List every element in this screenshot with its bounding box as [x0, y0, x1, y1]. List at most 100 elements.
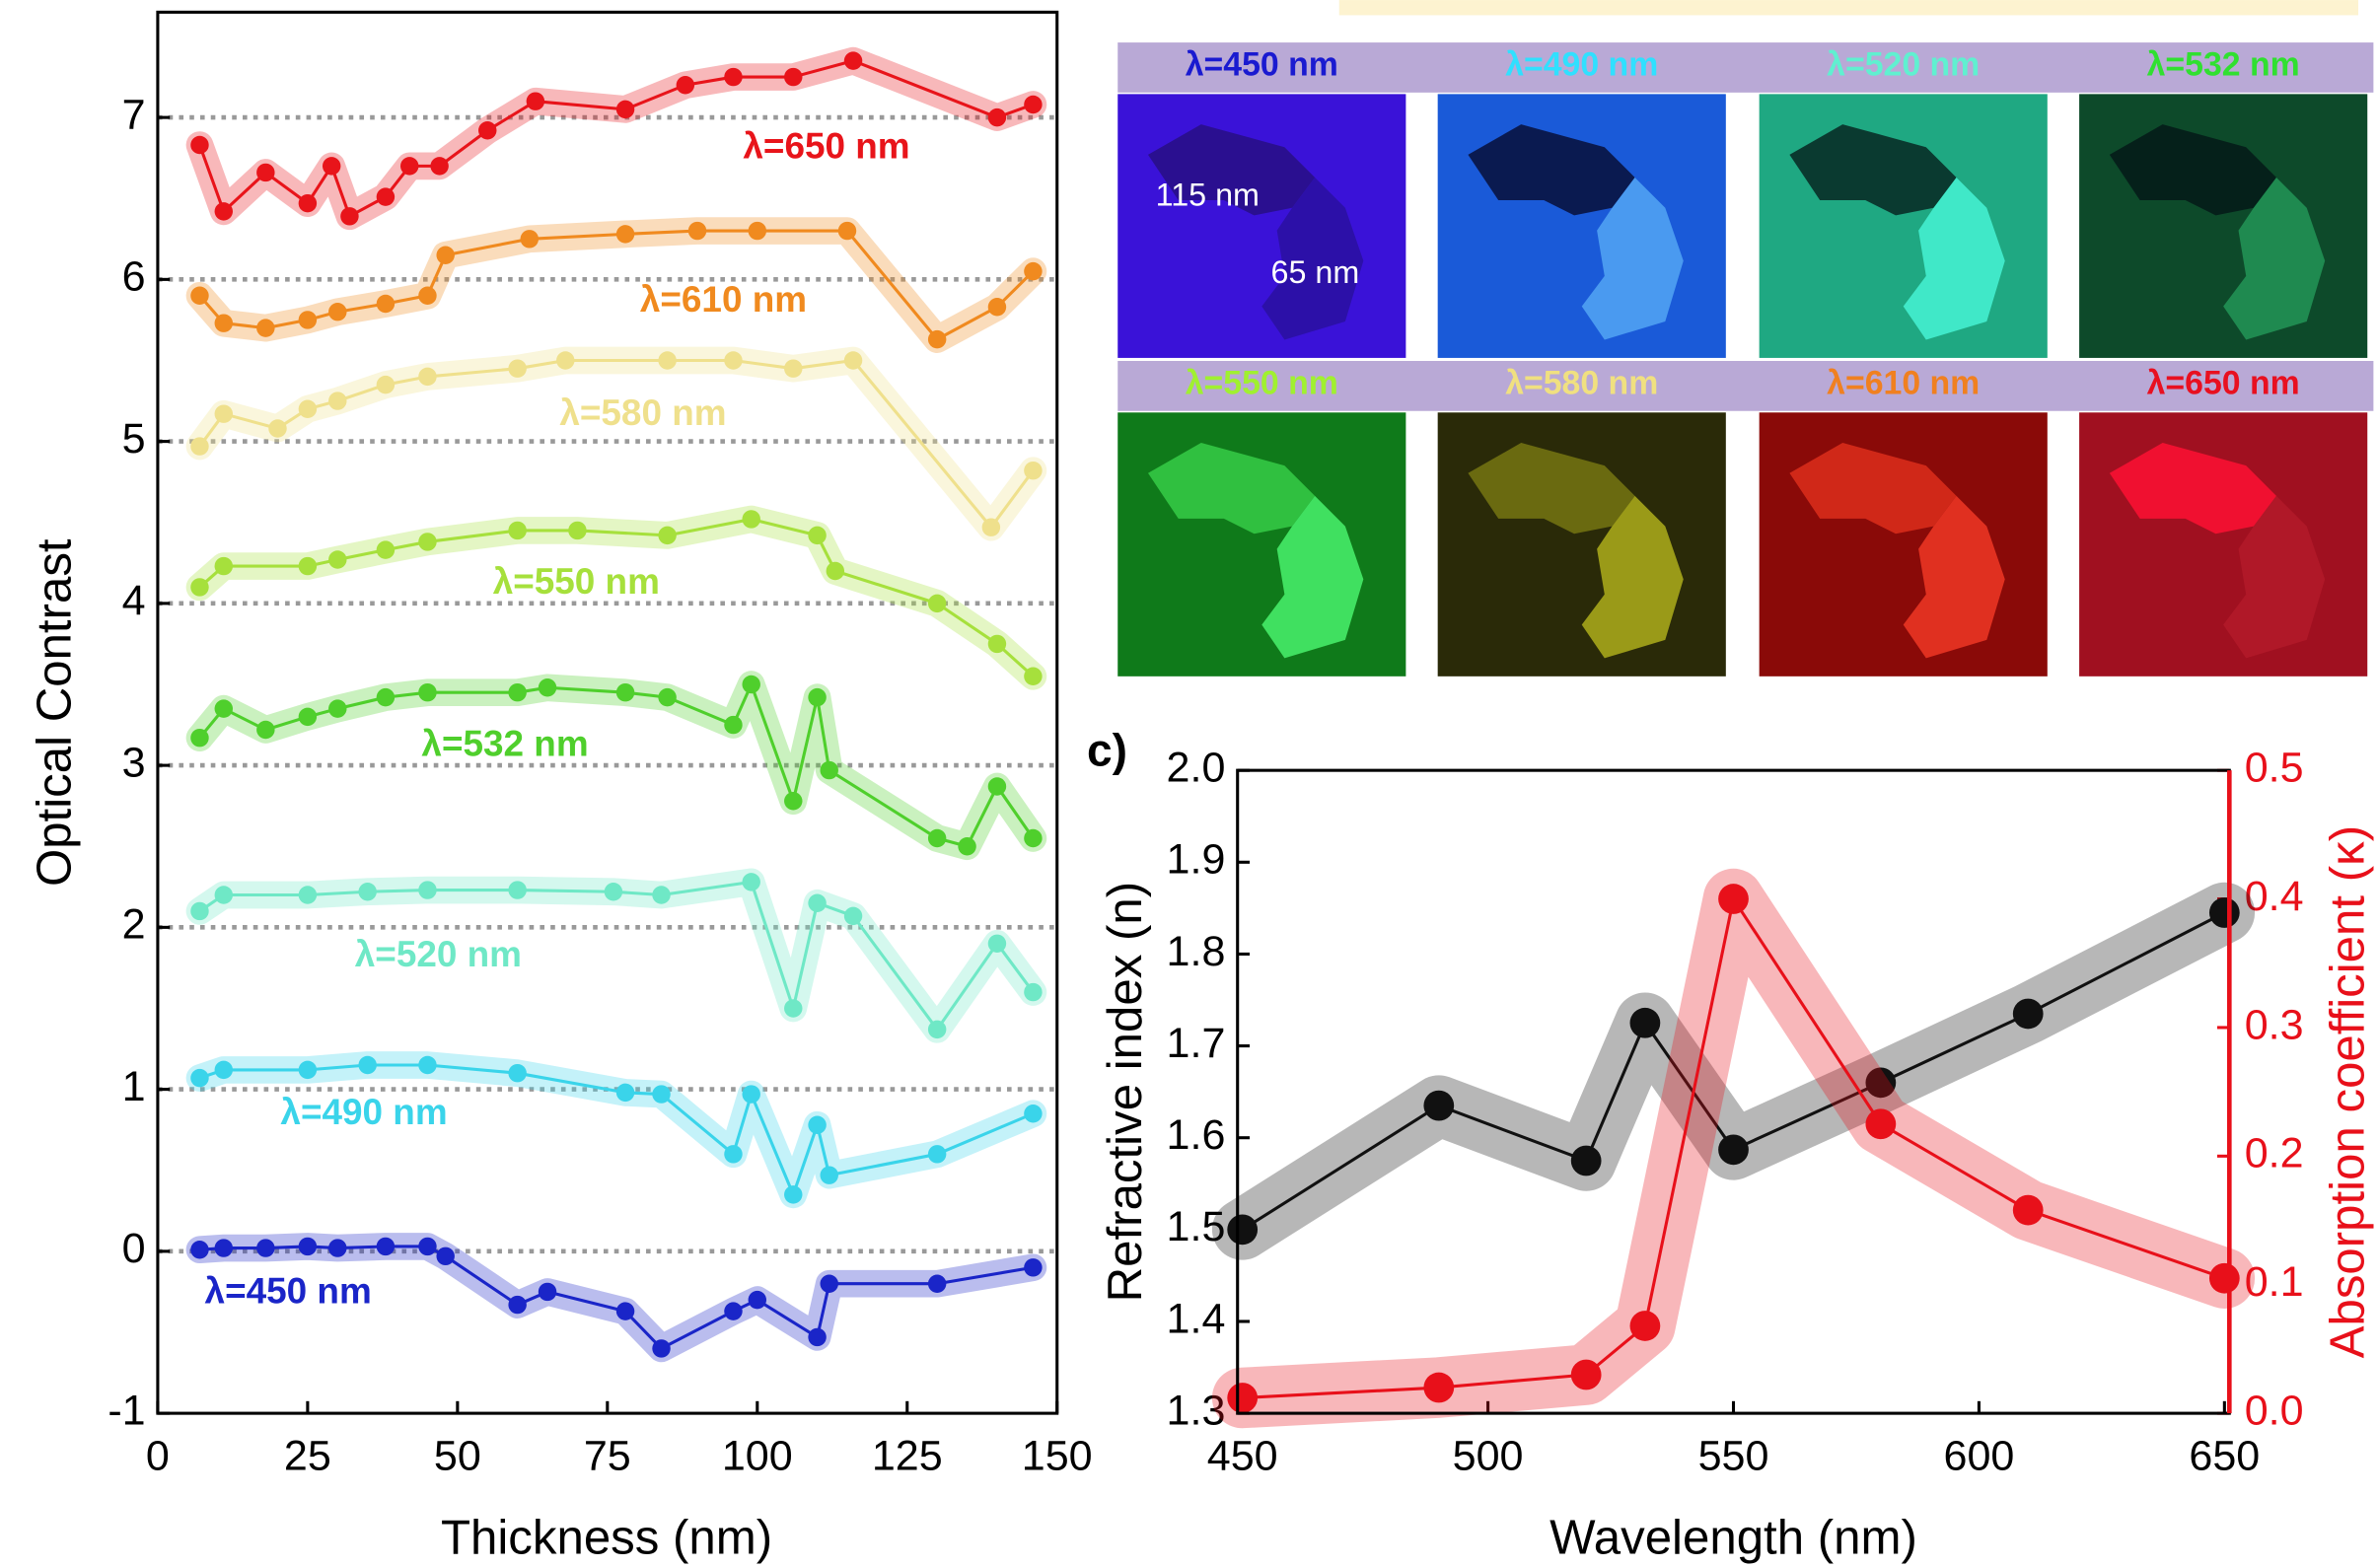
point — [190, 578, 209, 597]
point — [843, 51, 863, 70]
series-label: λ=532 nm — [421, 723, 588, 763]
point — [958, 837, 976, 856]
point — [658, 351, 677, 370]
point — [190, 437, 209, 456]
point — [784, 999, 803, 1018]
y2-tick-label: 0.1 — [2245, 1258, 2304, 1306]
point — [1865, 1067, 1897, 1099]
point — [298, 311, 318, 329]
series-label: λ=550 nm — [493, 561, 660, 602]
x-tick-label: 25 — [284, 1433, 331, 1480]
point — [724, 351, 743, 370]
x-tick-label: 50 — [434, 1433, 481, 1480]
point — [190, 1240, 209, 1259]
y-tick-label: 1.4 — [1167, 1295, 1226, 1342]
flake-thin — [1903, 177, 2005, 340]
point — [328, 392, 347, 410]
x-axis-label: Wavelength (nm) — [1549, 1510, 1917, 1564]
series-label: λ=450 nm — [205, 1270, 372, 1311]
micrograph — [1759, 412, 2048, 677]
y-tick-label: 0 — [122, 1225, 146, 1272]
image-bg — [1437, 412, 1726, 677]
y2-tick-label: 0.0 — [2245, 1387, 2304, 1434]
point — [615, 682, 635, 702]
flake-thick — [1147, 124, 1316, 216]
image-bg — [2079, 94, 2368, 358]
flake-thin — [1581, 495, 1684, 659]
series-label: λ=650 nm — [743, 125, 909, 166]
point — [418, 1237, 437, 1256]
y2-tick-label: 0.3 — [2245, 1001, 2304, 1048]
point — [927, 828, 947, 848]
x-tick-label: 125 — [872, 1433, 943, 1480]
point — [987, 777, 1007, 796]
image-bg — [1117, 94, 1406, 358]
point — [1024, 95, 1043, 114]
point — [376, 540, 396, 559]
image-label: λ=610 nm — [1827, 365, 1980, 402]
y-tick-label: 1.6 — [1167, 1111, 1226, 1159]
point — [820, 760, 838, 780]
point — [418, 286, 437, 306]
point — [1024, 1258, 1043, 1277]
fit-line — [198, 229, 1035, 341]
point — [784, 1185, 803, 1204]
point — [418, 1055, 437, 1075]
point — [256, 319, 275, 337]
micrograph — [1759, 94, 2048, 358]
point — [1024, 261, 1043, 281]
image-label: λ=580 nm — [1505, 365, 1658, 402]
x-tick-label: 500 — [1453, 1433, 1524, 1480]
y-tick-label: 2.0 — [1167, 745, 1226, 792]
band — [185, 346, 1047, 541]
annotation: 65 nm — [1271, 254, 1360, 290]
x-tick-label: 550 — [1698, 1433, 1769, 1480]
point — [214, 1060, 234, 1080]
top-bar — [1338, 0, 2359, 16]
point — [615, 1083, 635, 1103]
point — [658, 526, 677, 545]
micrograph — [1437, 412, 1726, 677]
point — [748, 1290, 767, 1310]
point — [508, 1063, 527, 1083]
y-tick-label: 2 — [122, 901, 146, 949]
image-label: λ=650 nm — [2147, 365, 2300, 402]
y2-tick-label: 0.4 — [2245, 873, 2304, 920]
x-tick-label: 150 — [1022, 1433, 1093, 1480]
flake-thin — [1261, 495, 1364, 659]
band — [185, 868, 1047, 1043]
flake-thin — [1581, 177, 1684, 340]
point — [652, 1085, 671, 1104]
point — [724, 715, 743, 735]
y2-tick-label: 0.2 — [2245, 1130, 2304, 1177]
point — [2012, 1194, 2044, 1226]
point — [376, 187, 396, 206]
point — [556, 351, 575, 370]
point — [1423, 1372, 1455, 1403]
point — [843, 906, 863, 926]
series-label: λ=520 nm — [355, 934, 522, 974]
point — [298, 399, 318, 418]
point — [399, 157, 419, 176]
point — [1423, 1090, 1455, 1121]
point — [820, 1274, 838, 1293]
point — [256, 163, 275, 182]
point — [724, 1145, 743, 1164]
point — [1227, 1214, 1259, 1246]
point — [328, 1239, 347, 1257]
point — [508, 881, 527, 899]
point — [478, 121, 497, 140]
point — [268, 419, 287, 438]
point — [742, 873, 760, 891]
point — [418, 533, 437, 551]
point — [1024, 667, 1043, 686]
y-tick-label: 1.8 — [1167, 928, 1226, 975]
y-tick-label: 6 — [122, 253, 146, 301]
point — [784, 67, 803, 87]
image-bg — [1437, 94, 1726, 358]
point — [340, 207, 359, 226]
point — [742, 675, 760, 694]
image-label: λ=532 nm — [2147, 46, 2300, 84]
point — [214, 886, 234, 904]
point — [508, 682, 527, 702]
